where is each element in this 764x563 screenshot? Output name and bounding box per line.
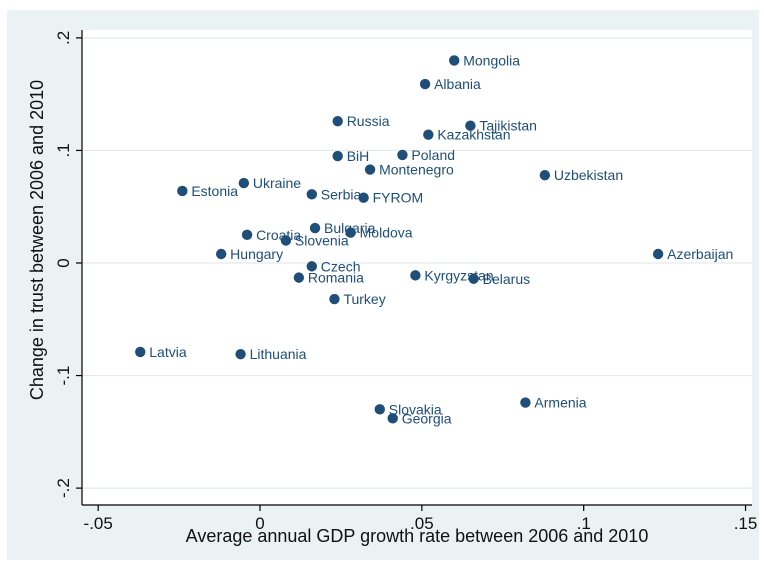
data-point (177, 185, 188, 197)
data-point (520, 397, 531, 408)
data-point (238, 177, 250, 189)
point-label: Azerbaijan (667, 246, 733, 262)
data-point (135, 346, 146, 358)
data-point (332, 150, 343, 162)
data-point (468, 273, 479, 284)
point-label: Mongolia (463, 52, 520, 68)
y-tick-label: -.2 (54, 478, 73, 498)
axes: -.2 -.1 0 .1 .2 -.05 0 .05 .1 .15 (54, 30, 757, 533)
data-point (652, 248, 664, 260)
data-point (465, 120, 476, 131)
data-point (309, 222, 321, 234)
point-label: Armenia (534, 395, 586, 411)
y-tick-label: -.1 (54, 366, 73, 386)
point-label: Moldova (360, 225, 413, 241)
x-tick-label: -.05 (84, 514, 113, 533)
data-point (423, 129, 434, 140)
data-point (364, 164, 376, 175)
point-label: Latvia (149, 344, 187, 360)
point-label: Albania (434, 76, 481, 92)
data-point (215, 248, 227, 260)
data-point (293, 272, 305, 283)
x-axis-label: Average annual GDP growth rate between 2… (186, 526, 649, 546)
data-point (306, 189, 318, 200)
data-point (387, 413, 398, 424)
point-label: Romania (308, 270, 364, 286)
x-tick-label: .1 (577, 514, 591, 533)
x-tick-label: .15 (734, 514, 758, 533)
point-label: FYROM (373, 190, 424, 206)
y-tick-label: 0 (54, 258, 73, 267)
point-label: Poland (411, 147, 455, 163)
y-axis-label: Change in trust between 2006 and 2010 (27, 80, 47, 400)
data-points: Mongolia Albania Russia TajikistanKazakhsta… (135, 52, 733, 426)
data-point (449, 55, 460, 66)
x-tick-label: 0 (255, 514, 264, 533)
point-label: Lithuania (250, 346, 307, 362)
plot-area (82, 30, 752, 505)
point-label: BiH (347, 148, 370, 164)
data-point (539, 170, 551, 181)
point-label: Ukraine (253, 175, 301, 191)
data-point (419, 78, 431, 90)
data-point (280, 235, 292, 246)
point-label: Slovakia (389, 401, 442, 417)
point-label: Kazakhstan (437, 127, 510, 143)
point-label: Slovenia (295, 232, 349, 248)
point-label: Uzbekistan (554, 167, 623, 183)
data-point (329, 293, 340, 305)
data-point (241, 229, 253, 241)
point-label: Estonia (191, 183, 238, 199)
point-label: Russia (347, 113, 390, 129)
point-label: Hungary (230, 246, 283, 262)
data-point (235, 348, 246, 360)
scatter-chart: -.2 -.1 0 .1 .2 -.05 0 .05 .1 .15 Mongolia Albania… (27, 30, 757, 546)
chart-figure: -.2 -.1 0 .1 .2 -.05 0 .05 .1 .15 Mongolia Albania… (7, 10, 759, 560)
data-point (306, 261, 318, 272)
data-point (332, 115, 343, 127)
data-point (345, 227, 356, 238)
point-label: Turkey (343, 291, 385, 307)
y-tick-label: .2 (54, 31, 73, 45)
data-point (397, 149, 408, 161)
point-label: Montenegro (379, 162, 454, 178)
gridlines (82, 37, 752, 489)
point-label: Georgia (402, 410, 452, 426)
x-tick-label: .05 (410, 514, 434, 533)
data-point (374, 404, 385, 415)
data-point (358, 192, 369, 203)
data-point (410, 270, 421, 281)
y-tick-label: .1 (54, 143, 73, 157)
point-label: Serbia (321, 186, 362, 202)
point-label: Belarus (483, 271, 530, 287)
point-label: Tajikistan (479, 118, 537, 134)
point-label: Czech (321, 258, 361, 274)
